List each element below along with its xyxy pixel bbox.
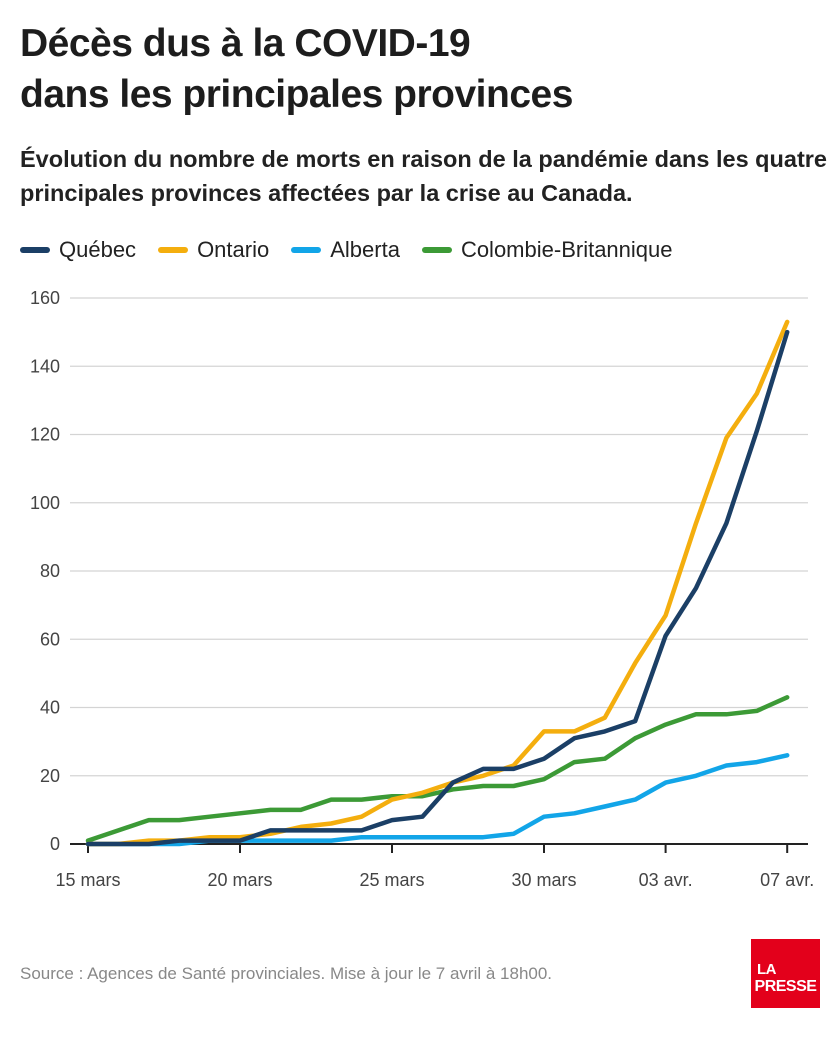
legend-swatch [291, 247, 322, 253]
legend-label: Québec [59, 237, 137, 262]
y-tick-label-20: 20 [40, 766, 60, 786]
chart-title: Décès dus à la COVID-19 dans les princip… [20, 18, 820, 120]
y-tick-label-120: 120 [30, 425, 60, 445]
y-tick-label-60: 60 [40, 629, 60, 649]
legend-swatch [421, 247, 452, 253]
logo-line-2: PRESSE [754, 977, 817, 995]
legend-swatch [158, 247, 189, 253]
legend-label: Colombie-Britannique [460, 237, 673, 262]
x-tick-label: 20 mars [207, 870, 272, 890]
y-tick-label-80: 80 [40, 561, 60, 581]
legend-label: Alberta [330, 237, 400, 262]
y-tick-label-0: 0 [50, 834, 60, 854]
series-line-ontario [85, 319, 790, 847]
line-chart: 0 20 40 60 80 100 120 140 160 15 mars 20 mars 25 ma… [30, 288, 814, 890]
y-tick-label-100: 100 [30, 493, 60, 513]
x-tick-label: 07 avr. [760, 870, 814, 890]
y-tick-label-160: 160 [30, 288, 60, 308]
la-presse-logo: LA PRESSE [751, 939, 820, 1008]
x-tick-label: 25 mars [359, 870, 424, 890]
chart-subtitle: Évolution du nombre de morts en raison d… [20, 146, 827, 206]
x-tick-label: 15 mars [55, 870, 120, 890]
legend-label: Ontario [197, 237, 270, 262]
title-line-2: dans les principales provinces [20, 73, 573, 116]
x-tick-label: 03 avr. [639, 870, 693, 890]
series-line-qu-bec [85, 329, 790, 847]
series-line-colombie-britannique [85, 695, 790, 843]
logo-line-1: LA [757, 960, 777, 978]
y-tick-label-140: 140 [30, 356, 60, 376]
legend-item: Québec [20, 237, 136, 263]
legend-item: Ontario [158, 237, 269, 263]
chart-legend: Québec Ontario Alberta Colombie-Britannique [20, 236, 695, 264]
x-tick-label: 30 mars [511, 870, 576, 890]
legend-item: Alberta [291, 237, 400, 263]
legend-swatch [20, 247, 50, 253]
y-tick-label-40: 40 [40, 698, 60, 718]
legend-item: Colombie-Britannique [421, 237, 673, 263]
title-line-1: Décès dus à la COVID-19 [20, 22, 471, 65]
source-note: Source : Agences de Santé provinciales. … [20, 964, 553, 983]
